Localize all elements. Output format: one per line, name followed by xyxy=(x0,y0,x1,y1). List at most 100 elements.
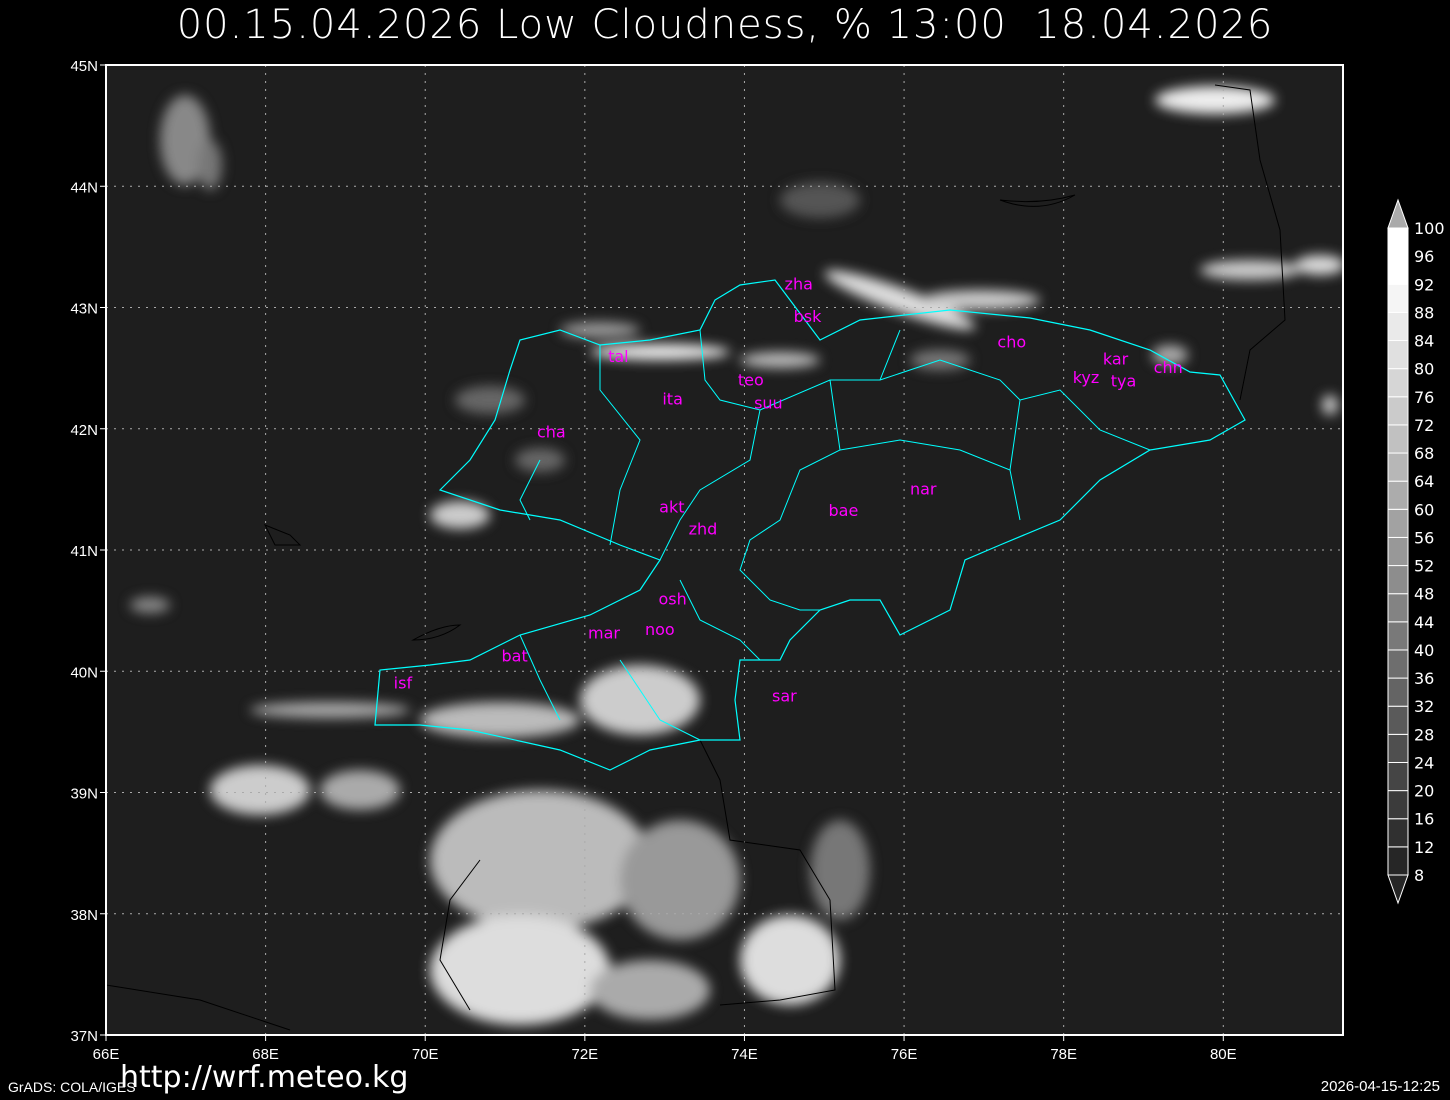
station-label-zhd: zhd xyxy=(689,519,718,538)
colorbar-segment xyxy=(1387,340,1409,370)
colorbar-label: 60 xyxy=(1414,500,1434,519)
colorbar-label: 8 xyxy=(1414,866,1424,885)
station-label-teo: teo xyxy=(738,370,764,389)
lon-tick-label: 74E xyxy=(731,1046,758,1063)
site-url[interactable]: http://wrf.meteo.kg xyxy=(120,1060,409,1095)
colorbar-label: 96 xyxy=(1414,247,1434,266)
station-label-tal: tal xyxy=(608,347,629,366)
colorbar-label: 80 xyxy=(1414,360,1434,379)
colorbar-segment xyxy=(1387,255,1409,285)
generation-timestamp: 2026-04-15-12:25 xyxy=(1320,1078,1440,1095)
colorbar-segment xyxy=(1387,227,1409,257)
grads-credit: GrADS: COLA/IGES xyxy=(8,1079,136,1095)
colorbar-label: 76 xyxy=(1414,388,1434,407)
lat-tick-label: 38N xyxy=(70,907,98,924)
colorbar-label: 40 xyxy=(1414,641,1434,660)
lon-tick-label: 70E xyxy=(412,1046,439,1063)
colorbar-segment xyxy=(1387,733,1409,763)
colorbar-segment xyxy=(1387,705,1409,735)
lat-tick-label: 39N xyxy=(70,786,98,803)
colorbar-label: 12 xyxy=(1414,838,1434,857)
colorbar-segment xyxy=(1387,368,1409,398)
colorbar-label: 56 xyxy=(1414,528,1434,547)
axes: 66E 68E 70E 72E 74E 76E 78E 80E 37N 38N 39N 40N 41N 4… xyxy=(70,58,1236,1063)
graticule xyxy=(106,65,1343,1035)
colorbar-segment xyxy=(1387,424,1409,454)
station-label-kyz: kyz xyxy=(1073,368,1100,387)
lon-tick-label: 68E xyxy=(252,1046,279,1063)
lat-tick-label: 41N xyxy=(70,543,98,560)
colorbar-segment xyxy=(1387,508,1409,538)
colorbar-label: 92 xyxy=(1414,275,1434,294)
region-borders xyxy=(519,329,1151,741)
lat-tick-label: 40N xyxy=(70,664,98,681)
lat-tick-label: 42N xyxy=(70,422,98,439)
colorbar-segment xyxy=(1387,311,1409,342)
cloud-field xyxy=(130,86,1343,1025)
colorbar-label: 52 xyxy=(1414,557,1434,576)
station-label-suu: suu xyxy=(754,393,783,412)
lat-tick-label: 37N xyxy=(70,1028,98,1045)
station-label-akt: akt xyxy=(659,498,684,517)
coastlines xyxy=(106,84,1286,1031)
colorbar-label: 84 xyxy=(1414,332,1434,351)
colorbar-segment xyxy=(1387,846,1409,876)
lon-tick-label: 80E xyxy=(1210,1046,1237,1063)
colorbar-segment xyxy=(1387,452,1409,482)
colorbar-segment xyxy=(1387,621,1409,651)
station-label-osh: osh xyxy=(658,590,686,609)
country-border-kyrgyzstan xyxy=(374,279,1246,771)
lon-tick-label: 72E xyxy=(571,1046,598,1063)
station-label-bae: bae xyxy=(829,501,859,520)
colorbar-label: 64 xyxy=(1414,472,1434,491)
lat-tick-label: 43N xyxy=(70,301,98,318)
station-label-noo: noo xyxy=(645,620,675,639)
colorbar-segment xyxy=(1387,396,1409,426)
colorbar-label: 68 xyxy=(1414,444,1434,463)
colorbar-label: 32 xyxy=(1414,697,1434,716)
colorbar-label: 44 xyxy=(1414,613,1434,632)
colorbar-min-arrow xyxy=(1387,874,1409,905)
lon-tick-label: 76E xyxy=(891,1046,918,1063)
colorbar-segment xyxy=(1387,761,1409,792)
lat-tick-label: 44N xyxy=(70,179,98,196)
station-label-mar: mar xyxy=(588,624,620,643)
colorbar-segment xyxy=(1387,283,1409,313)
colorbar-label: 36 xyxy=(1414,669,1434,688)
colorbar-segment xyxy=(1387,565,1409,595)
lat-tick-label: 45N xyxy=(70,58,98,75)
colorbar-segment xyxy=(1387,480,1409,510)
colorbar-label: 72 xyxy=(1414,416,1434,435)
colorbar-label: 48 xyxy=(1414,585,1434,604)
colorbar-segment xyxy=(1387,818,1409,848)
station-label-sar: sar xyxy=(772,687,797,706)
colorbar-segment xyxy=(1387,790,1409,820)
station-label-kar: kar xyxy=(1103,350,1129,369)
colorbar-segment xyxy=(1387,593,1409,623)
station-label-ita: ita xyxy=(662,390,683,409)
colorbar-max-arrow xyxy=(1387,198,1409,229)
station-label-isf: isf xyxy=(394,673,413,692)
colorbar-label: 88 xyxy=(1414,303,1434,322)
station-label-cho: cho xyxy=(997,333,1026,352)
station-label-bat: bat xyxy=(501,647,527,666)
station-label-cha: cha xyxy=(537,422,566,441)
lon-tick-label: 78E xyxy=(1050,1046,1077,1063)
station-label-chn: chn xyxy=(1154,358,1183,377)
lon-tick-label: 66E xyxy=(93,1046,120,1063)
station-label-nar: nar xyxy=(910,479,937,498)
colorbar-label: 24 xyxy=(1414,753,1434,772)
station-label-tya: tya xyxy=(1111,371,1137,390)
map-title: 00.15.04.2026 Low Cloudness, % 13:00 18.… xyxy=(176,2,1274,48)
colorbar-segment xyxy=(1387,536,1409,567)
colorbar: 8 12 16 20 24 28 32 36 40 44 48 52 56 60 64 68 72 76 80 84 8… xyxy=(1387,198,1445,905)
colorbar-label: 16 xyxy=(1414,810,1434,829)
colorbar-label: 20 xyxy=(1414,782,1434,801)
colorbar-segment xyxy=(1387,677,1409,707)
station-label-zha: zha xyxy=(785,274,813,293)
colorbar-label: 28 xyxy=(1414,725,1434,744)
colorbar-label: 100 xyxy=(1414,219,1445,238)
station-label-bsk: bsk xyxy=(794,307,822,326)
